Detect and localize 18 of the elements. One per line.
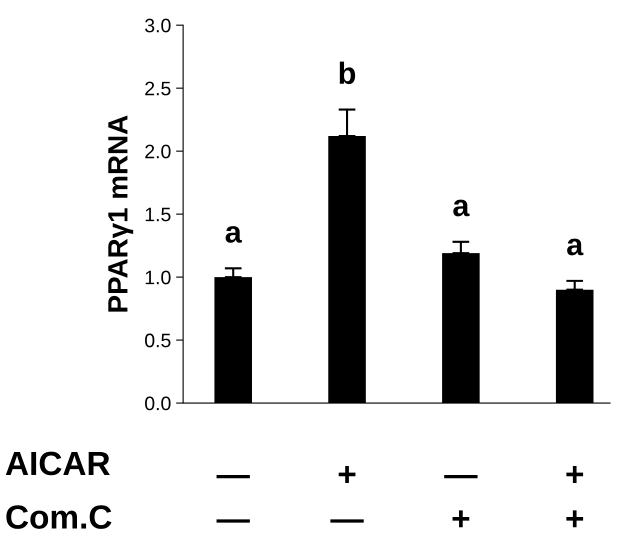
category-label: — —	[216, 474, 250, 523]
y-tick-label: 2.0	[145, 144, 171, 158]
x-tick-label: + —	[330, 466, 364, 523]
y-tick-label: 2.5	[145, 82, 171, 96]
data-label: a	[567, 238, 584, 256]
text: Com.C	[6, 505, 112, 529]
data-label: b	[340, 62, 356, 84]
y-tick-label: 1.0	[146, 270, 171, 284]
data-label: a	[453, 200, 470, 216]
text: AICAR	[6, 452, 110, 476]
x-tick-label: — +	[444, 474, 478, 528]
y-axis-title: PPARγ1 mRNA	[108, 116, 134, 312]
y-tick-label: 0.0	[145, 396, 171, 410]
data-label: a	[226, 226, 242, 243]
x-tick-label: + +	[566, 466, 584, 528]
y-tick-label: 0.5	[145, 334, 171, 348]
y-tick-label: 3.0	[145, 18, 171, 32]
y-tick-label: 1.5	[146, 208, 171, 222]
